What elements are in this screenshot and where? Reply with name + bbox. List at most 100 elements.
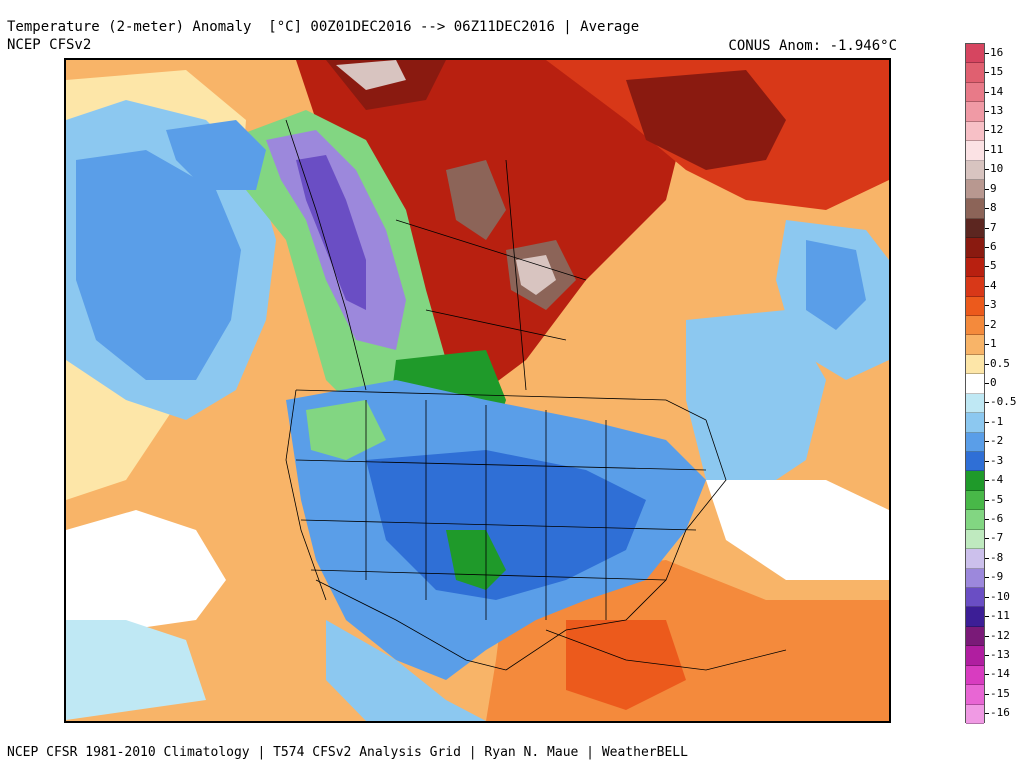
legend-swatch	[966, 354, 984, 375]
atlantic-cold-core	[806, 240, 866, 330]
legend-label: 8	[990, 201, 997, 215]
legend-label: 0	[990, 376, 997, 389]
legend-label: -1	[990, 414, 1004, 428]
bc-extreme-cold	[296, 155, 366, 310]
pacific-cold-core	[76, 150, 241, 380]
legend-label: 15	[990, 65, 1004, 79]
legend-swatch	[966, 685, 984, 705]
us-mexico-border	[315, 579, 507, 671]
legend-tick	[985, 635, 989, 637]
legend-label: 13	[990, 104, 1004, 117]
legend-swatch	[966, 607, 984, 627]
chart-title: Temperature (2-meter) Anomaly [°C] 00Z01…	[7, 19, 640, 35]
legend-label: 12	[990, 123, 1004, 137]
legend-label: -5	[990, 492, 1004, 506]
model-source: NCEP CFSv2	[7, 37, 92, 53]
legend-tick	[985, 693, 989, 695]
legend-label: 4	[990, 278, 997, 292]
legend-tick	[985, 421, 989, 423]
legend-label: 6	[990, 240, 997, 253]
legend-label: -11	[990, 609, 1010, 623]
legend-tick	[985, 402, 989, 404]
legend-tick	[985, 577, 989, 579]
legend-swatch	[966, 626, 984, 647]
legend-tick	[985, 169, 989, 171]
legend-label: 16	[990, 45, 1004, 59]
greenland-deep-warm	[626, 70, 786, 170]
legend-swatch	[966, 141, 984, 161]
legend-tick	[985, 538, 989, 540]
quebec-pale-anomaly	[516, 255, 556, 295]
legend-label: -14	[990, 667, 1010, 681]
legend-swatch	[966, 432, 984, 452]
state-lines-horizontal	[295, 459, 707, 581]
caribbean-warm-core	[566, 620, 686, 710]
atlantic-neutral-band	[706, 480, 889, 580]
legend-tick	[985, 557, 989, 559]
legend-label: -13	[990, 648, 1010, 661]
legend-swatch	[966, 160, 984, 180]
legend-swatch	[966, 588, 984, 608]
legend-tick	[985, 266, 989, 268]
legend-label: -8	[990, 550, 1004, 564]
legend-swatch	[966, 413, 984, 433]
legend-swatch	[966, 316, 984, 336]
legend-tick	[985, 52, 989, 54]
legend-label: -2	[990, 434, 1004, 448]
legend-tick	[985, 305, 989, 307]
legend-swatch	[966, 568, 984, 588]
legend-tick	[985, 441, 989, 443]
legend-label: 2	[990, 317, 997, 331]
legend-tick	[985, 324, 989, 326]
footer-credits: NCEP CFSR 1981-2010 Climatology | T574 C…	[7, 745, 688, 760]
legend-swatch	[966, 704, 984, 724]
legend-label: -16	[990, 706, 1010, 720]
legend-label: 3	[990, 298, 997, 312]
legend-swatch	[966, 82, 984, 103]
legend-label: -6	[990, 512, 1004, 525]
us-west-coast	[285, 389, 327, 601]
legend-tick	[985, 460, 989, 462]
legend-label: 9	[990, 181, 997, 195]
legend-swatch	[966, 646, 984, 666]
pacific-cool-patch	[66, 620, 206, 720]
legend-label: -4	[990, 473, 1004, 487]
legend-swatch	[966, 549, 984, 569]
legend-swatch	[966, 529, 984, 550]
legend-label: 0.5	[990, 356, 1010, 370]
alaska-cold	[166, 120, 266, 190]
legend-swatch	[966, 452, 984, 472]
anomaly-map-svg	[66, 60, 889, 721]
legend-swatch	[966, 238, 984, 258]
northeast-cool-region	[686, 310, 826, 500]
us-canada-border	[295, 389, 707, 421]
legend-label: -7	[990, 531, 1004, 545]
legend-swatch	[966, 510, 984, 530]
legend-label: -0.5	[990, 395, 1017, 409]
legend-tick	[985, 149, 989, 151]
legend-tick	[985, 363, 989, 365]
legend-tick	[985, 130, 989, 132]
legend-tick	[985, 499, 989, 501]
legend-tick	[985, 674, 989, 676]
legend-label: 14	[990, 84, 1004, 98]
legend-tick	[985, 344, 989, 346]
legend-swatch	[966, 490, 984, 511]
legend-tick	[985, 383, 989, 384]
legend-tick	[985, 519, 989, 520]
legend-swatch	[966, 121, 984, 142]
legend-tick	[985, 247, 989, 248]
legend-tick	[985, 480, 989, 482]
hudson-brown-anomaly	[446, 160, 506, 240]
legend-swatch	[966, 199, 984, 219]
legend-swatch	[966, 63, 984, 83]
legend-swatch	[966, 102, 984, 122]
legend-tick	[985, 285, 989, 287]
legend-tick	[985, 655, 989, 656]
legend-swatch	[966, 393, 984, 414]
legend-label: -10	[990, 589, 1010, 603]
legend-tick	[985, 72, 989, 74]
pacific-neutral-patch	[66, 510, 226, 630]
legend-swatch	[966, 180, 984, 200]
legend-swatch	[966, 218, 984, 239]
